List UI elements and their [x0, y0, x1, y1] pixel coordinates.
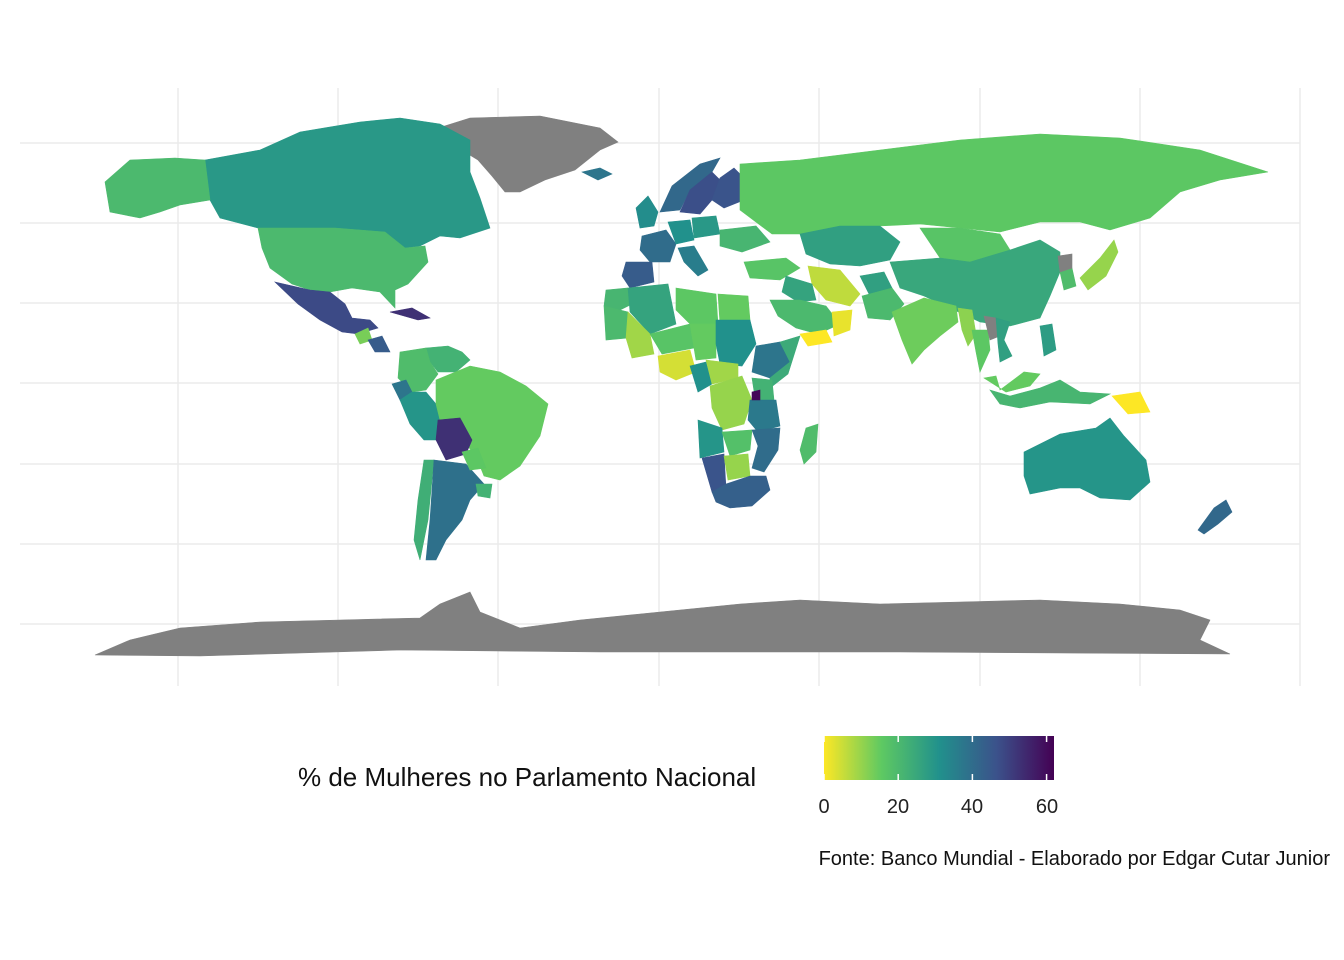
region-australia [1023, 417, 1151, 501]
legend-tick-marks [824, 736, 1048, 780]
region-spain [621, 261, 655, 289]
region-botswana [723, 453, 751, 481]
region-ukraine [719, 225, 771, 253]
region-alaska [104, 157, 211, 219]
region-philippines [1039, 323, 1057, 357]
region-south-africa [711, 475, 771, 509]
region-peru [399, 391, 441, 441]
region-paraguay [461, 447, 487, 471]
region-argentina [425, 459, 485, 561]
region-france [639, 229, 677, 263]
region-antarctica [94, 591, 1231, 657]
region-greenland [431, 115, 619, 193]
region-libya [675, 287, 719, 325]
region-kazakhstan [799, 225, 901, 267]
region-sudan [715, 319, 757, 367]
legend-colorbar [824, 736, 1054, 780]
region-zambia [721, 429, 753, 457]
region-russia [739, 133, 1269, 235]
region-turkey [743, 257, 801, 281]
region-tanzania [747, 399, 781, 433]
region-north-korea [1057, 253, 1073, 273]
region-cuba [389, 307, 431, 321]
source-caption: Fonte: Banco Mundial - Elaborado por Edg… [818, 848, 1330, 870]
legend-tick-label-20: 20 [886, 796, 910, 818]
legend-tick-label-40: 40 [960, 796, 984, 818]
region-nigeria [657, 349, 697, 381]
legend-title: % de Mulheres no Parlamento Nacional [298, 762, 757, 792]
region-yemen [799, 329, 833, 347]
region-nicaragua [367, 335, 391, 353]
region-mexico [274, 281, 379, 335]
region-rwanda [751, 389, 761, 401]
region-iceland [581, 167, 613, 181]
region-mozambique [751, 427, 781, 473]
world-map [20, 88, 1301, 686]
region-thailand [971, 329, 991, 373]
region-algeria [627, 283, 677, 335]
region-colombia [397, 347, 439, 393]
country-regions [94, 115, 1269, 657]
region-poland [691, 215, 721, 239]
region-mali [625, 311, 655, 359]
region-malaysia [983, 371, 1041, 393]
region-iraq [781, 275, 817, 303]
region-saudi-arabia [769, 299, 841, 335]
region-angola [697, 419, 725, 459]
legend-tick-label-0: 0 [818, 796, 830, 818]
region-italy [677, 245, 709, 277]
region-norway [659, 157, 721, 213]
region-japan [1079, 239, 1119, 291]
region-india [891, 297, 959, 365]
region-vietnam [995, 317, 1013, 363]
legend-tick-label-60: 60 [1035, 796, 1059, 818]
region-canada [204, 117, 491, 249]
region-myanmar [957, 307, 977, 347]
region-germany [667, 219, 695, 245]
region-uruguay [475, 483, 493, 499]
region-morocco [603, 287, 637, 313]
region-egypt [717, 293, 751, 325]
region-mauritania [603, 305, 629, 341]
region-congo-drc [709, 375, 753, 431]
region-papua-new-guinea [1111, 391, 1151, 415]
region-oman [831, 309, 853, 337]
region-chad [689, 323, 717, 361]
region-madagascar [799, 423, 819, 465]
region-indonesia [989, 379, 1112, 409]
region-united-states [257, 227, 429, 309]
region-new-zealand [1197, 499, 1233, 535]
region-united-kingdom [635, 195, 659, 229]
